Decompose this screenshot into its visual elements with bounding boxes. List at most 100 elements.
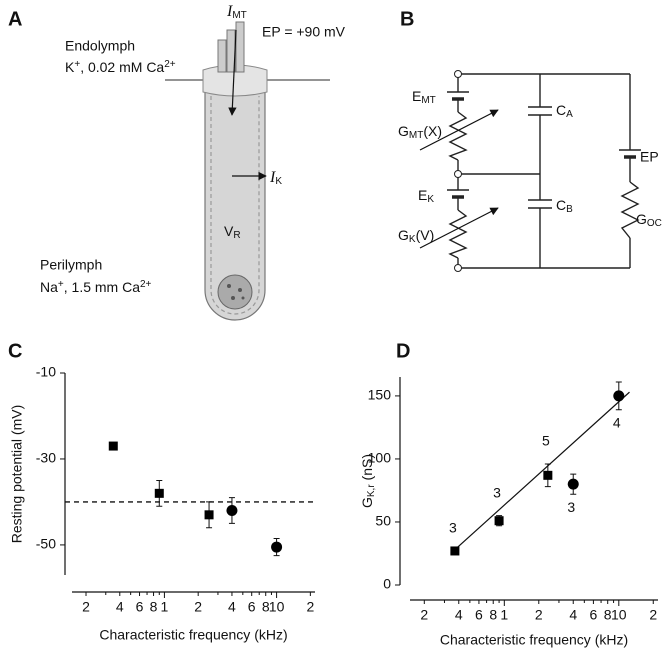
sample-size-label: 3: [567, 499, 575, 515]
ion-label: Na+, 1.5 mm Ca2+: [40, 279, 152, 295]
y-axis-label: GK,r (nS): [359, 454, 377, 508]
text-segment: Na: [40, 279, 58, 295]
y-tick-label: 50: [375, 513, 391, 529]
text-segment: +: [74, 59, 80, 70]
x-axis-label: Characteristic frequency (kHz): [440, 632, 628, 648]
text-segment: E: [418, 187, 427, 203]
marker-square: [108, 441, 118, 451]
component-label: CA: [556, 102, 573, 120]
text-segment: K: [409, 234, 416, 245]
x-tick-label: 8: [262, 599, 270, 615]
circuit-diagram: [419, 70, 641, 272]
y-tick-label: 100: [368, 450, 392, 466]
x-tick-label: 10: [269, 599, 285, 615]
x-tick-label: 1: [500, 607, 508, 623]
component-label: EK: [418, 187, 434, 205]
y-tick-label: 0: [383, 576, 391, 592]
fluid-label: Perilymph: [40, 257, 102, 273]
y-tick-label: 150: [368, 387, 392, 403]
sample-size-label: 4: [613, 414, 621, 430]
text-segment: MT: [232, 10, 246, 21]
ion-label: K+, 0.02 mM Ca2+: [65, 59, 176, 75]
panel-label: B: [400, 8, 414, 30]
text-segment: , 0.02 mM Ca: [80, 59, 164, 75]
text-segment: I: [226, 3, 233, 20]
marker-square: [494, 516, 504, 526]
text-segment: (X): [423, 123, 442, 139]
text-segment: A: [566, 109, 573, 120]
x-tick-label: 8: [604, 607, 612, 623]
y-tick-label: -30: [36, 450, 56, 466]
marker-square: [450, 546, 460, 556]
marker-circle: [271, 541, 283, 553]
x-tick-label: 4: [116, 599, 124, 615]
text-segment: OC: [647, 218, 662, 229]
x-tick-label: 4: [455, 607, 463, 623]
marker-square: [543, 470, 553, 480]
text-segment: MT: [421, 95, 435, 106]
x-tick-label: 2: [306, 599, 314, 615]
text-segment: K: [65, 59, 75, 75]
y-tick-label: -50: [36, 536, 56, 552]
text-segment: E: [412, 88, 421, 104]
component-label: EP: [640, 149, 659, 165]
current-label: IK: [269, 169, 282, 187]
component-label: GOC: [636, 211, 662, 229]
text-segment: K,r: [366, 484, 377, 497]
x-tick-label: 2: [535, 607, 543, 623]
hair-cell-diagram: [165, 21, 330, 321]
text-segment: G: [636, 211, 647, 227]
marker-square: [154, 488, 164, 498]
text-segment: 2+: [164, 59, 176, 70]
text-segment: R: [233, 230, 240, 241]
x-tick-label: 8: [489, 607, 497, 623]
x-tick-label: 8: [150, 599, 158, 615]
text-segment: , 1.5 mm Ca: [64, 279, 140, 295]
text-segment: G: [359, 497, 375, 508]
panel-label: C: [8, 340, 22, 362]
sample-size-label: 3: [493, 484, 501, 500]
panel-label: A: [8, 8, 22, 30]
component-label: EMT: [412, 88, 436, 106]
x-tick-label: 6: [475, 607, 483, 623]
x-tick-label: 2: [649, 607, 657, 623]
text-segment: (nS): [359, 454, 375, 484]
x-axis-label: Characteristic frequency (kHz): [99, 627, 287, 643]
sample-size-label: 5: [542, 433, 550, 449]
potential-label: EP = +90 mV: [262, 24, 346, 40]
current-label: IMT: [226, 3, 247, 21]
x-tick-label: 2: [82, 599, 90, 615]
text-segment: 2+: [140, 279, 152, 290]
marker-circle: [226, 505, 238, 517]
x-tick-label: 10: [611, 607, 627, 623]
x-tick-label: 2: [194, 599, 202, 615]
text-segment: G: [398, 227, 409, 243]
x-tick-label: 6: [590, 607, 598, 623]
text-segment: (V): [416, 227, 435, 243]
panel-label: D: [396, 340, 410, 362]
text-segment: V: [224, 223, 234, 239]
fluid-label: Endolymph: [65, 38, 135, 54]
text-segment: I: [269, 169, 276, 186]
marker-circle: [613, 390, 625, 402]
text-segment: C: [556, 197, 566, 213]
x-tick-label: 2: [420, 607, 428, 623]
voltage-label: VR: [224, 223, 241, 241]
x-tick-label: 4: [228, 599, 236, 615]
text-segment: G: [398, 123, 409, 139]
x-tick-label: 4: [569, 607, 577, 623]
text-segment: +: [58, 279, 64, 290]
x-tick-label: 6: [136, 599, 144, 615]
sample-size-label: 3: [449, 520, 457, 536]
text-segment: K: [427, 194, 434, 205]
text-segment: MT: [409, 130, 423, 141]
component-label: GK(V): [398, 227, 434, 245]
text-segment: B: [566, 204, 573, 215]
x-tick-label: 1: [161, 599, 169, 615]
trend-line: [450, 391, 630, 554]
component-label: GMT(X): [398, 123, 442, 141]
component-label: CB: [556, 197, 573, 215]
marker-square: [204, 510, 214, 520]
text-segment: C: [556, 102, 566, 118]
